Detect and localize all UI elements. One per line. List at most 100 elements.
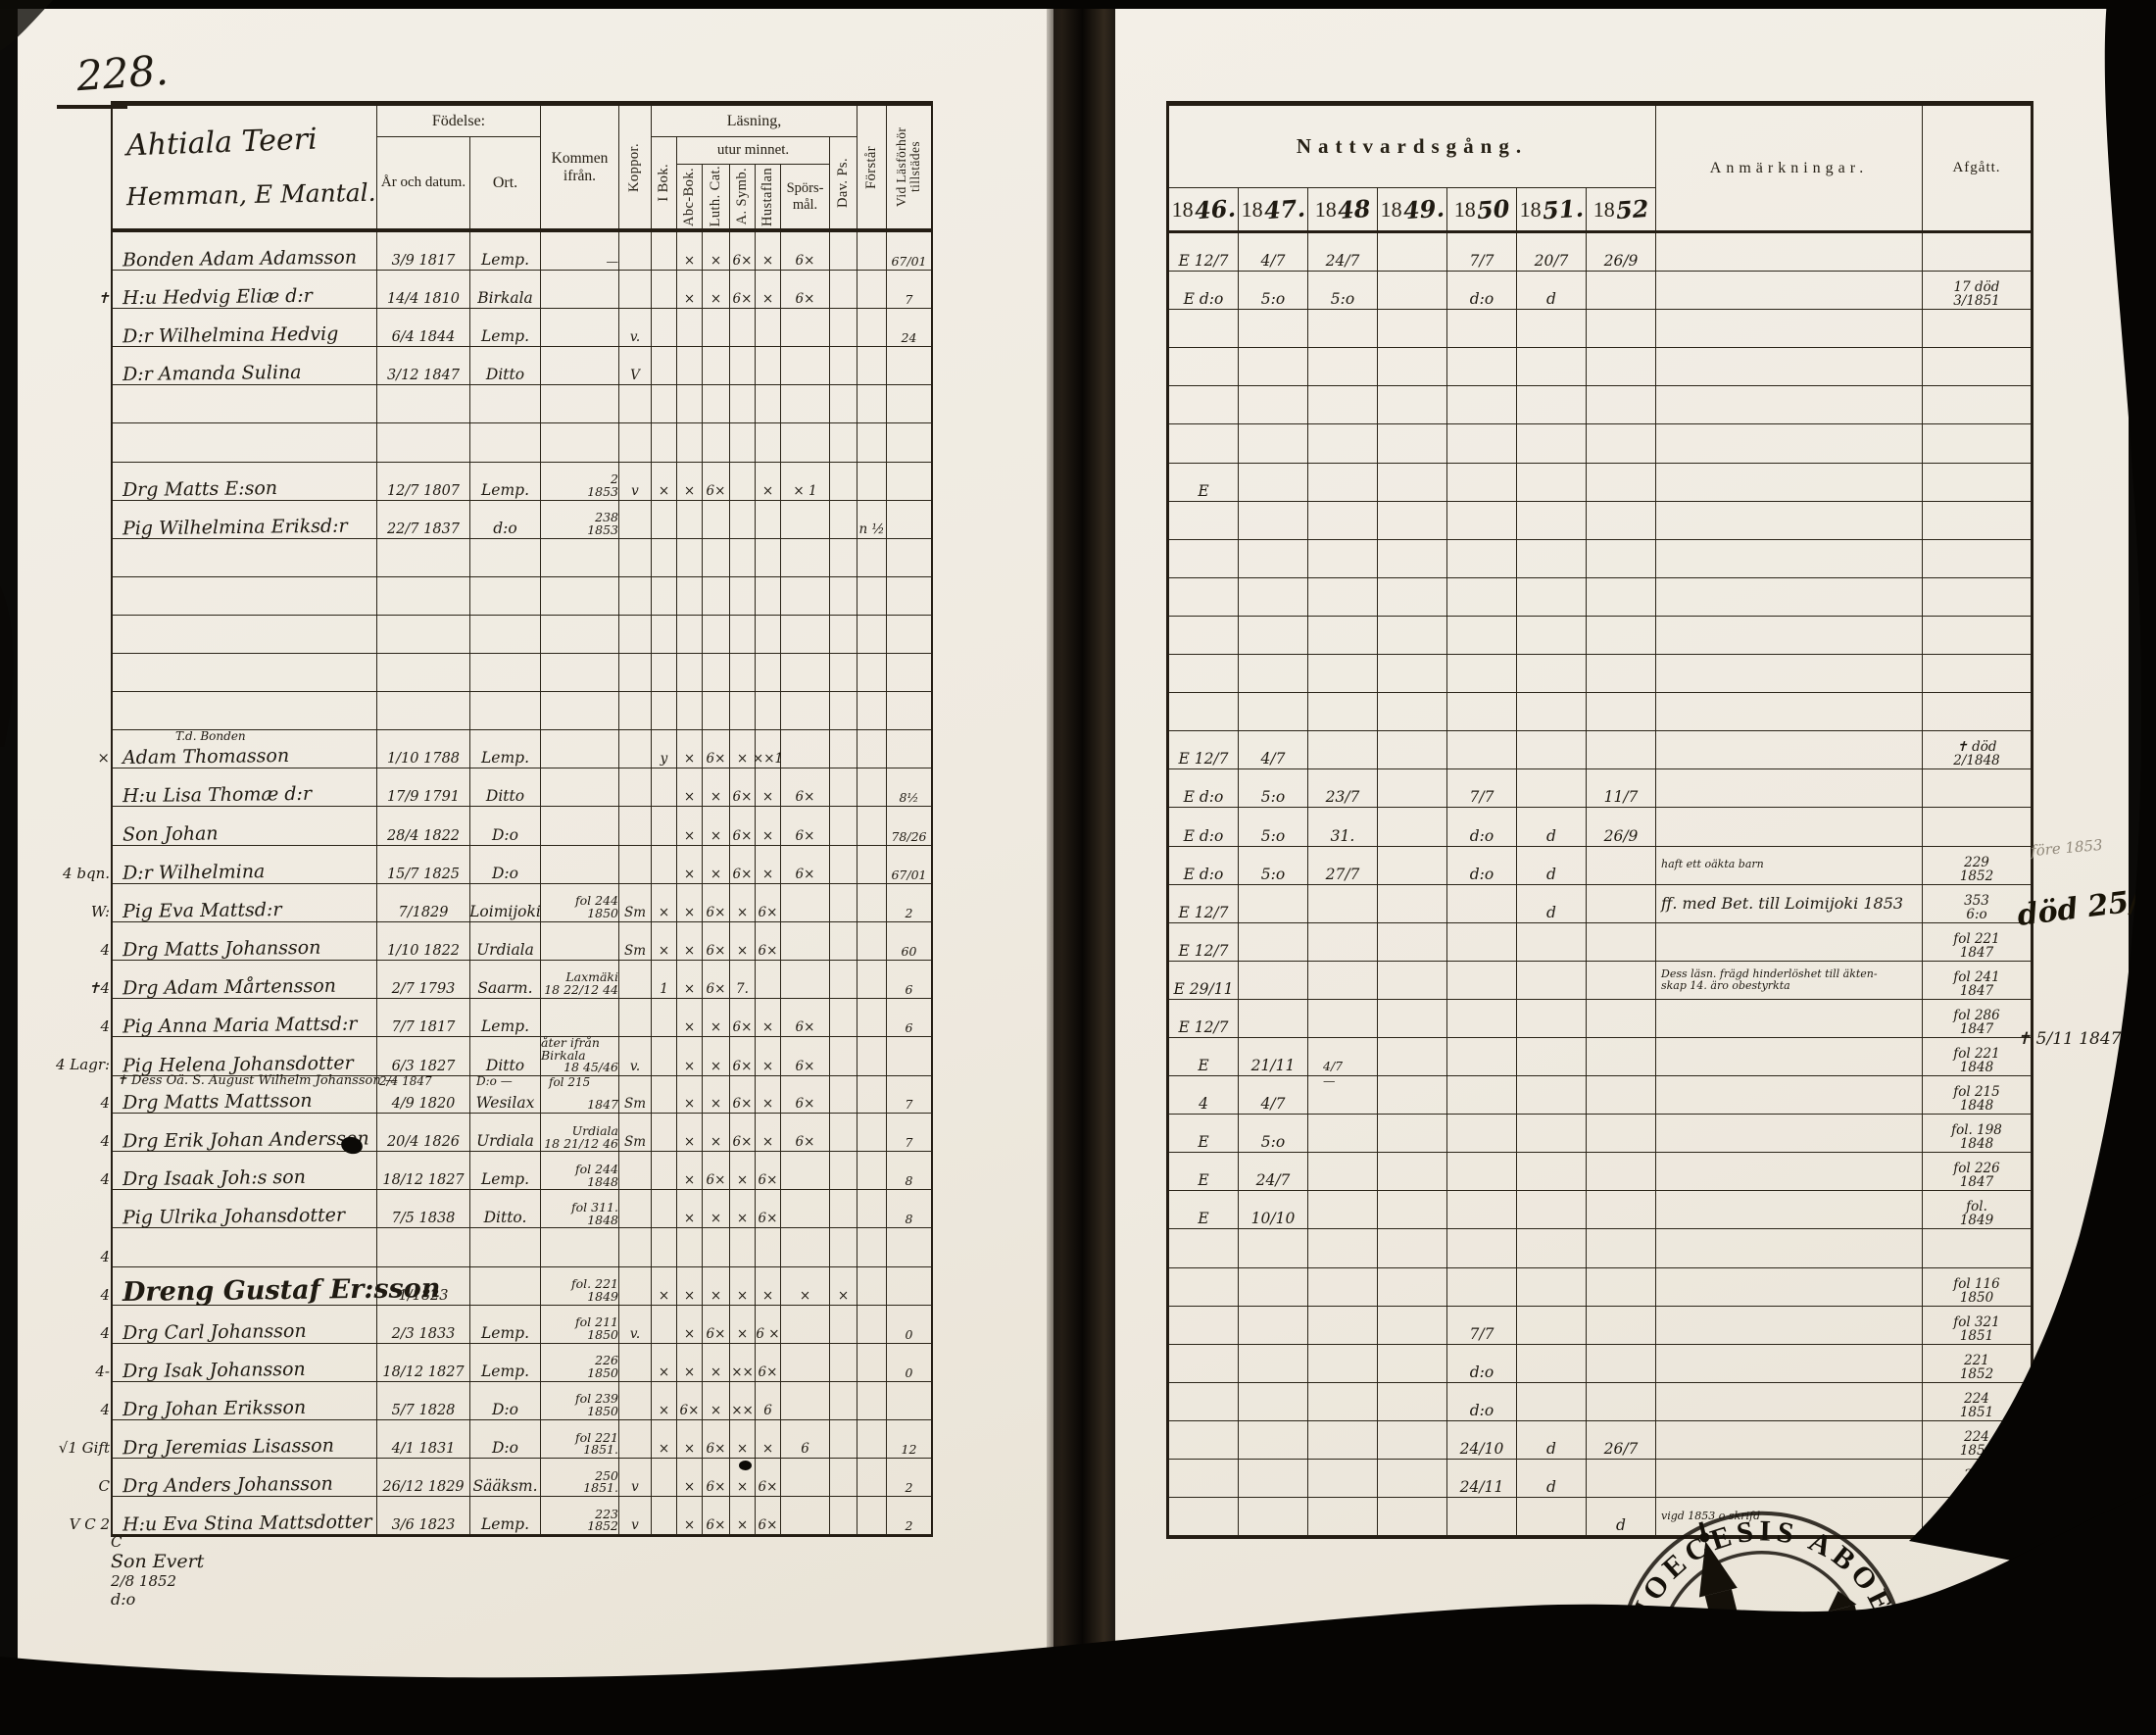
tillstades-cell: 7	[887, 1114, 931, 1153]
communion-row	[1169, 310, 2031, 349]
communion-cell	[1517, 616, 1587, 656]
communion-cell	[1308, 999, 1378, 1038]
communion-row: 24/11 d 283 1852	[1169, 1460, 2031, 1499]
communion-cell	[1169, 1420, 1239, 1460]
communion-cell	[1239, 1420, 1308, 1460]
communion-row	[1169, 655, 2031, 694]
communion-cell	[1378, 1420, 1447, 1460]
communion-row	[1169, 616, 2031, 656]
communion-cell	[1378, 386, 1447, 425]
tillstades-cell	[887, 423, 931, 463]
reading-mark	[781, 309, 830, 348]
reading-mark	[858, 883, 887, 922]
reading-mark: ×	[677, 807, 703, 846]
name-cell: Pig Wilhelmina Eriksd:r	[113, 500, 377, 540]
kommen-line2: 1850	[587, 1326, 618, 1342]
communion-cell	[1378, 884, 1447, 923]
year-header: 18 50	[1447, 188, 1517, 230]
ledger-row: H:u Lisa Thomæ d:r 17/9 1791 Ditto × × 6× × 6× 8…	[113, 768, 931, 808]
reading-mark	[652, 1228, 677, 1267]
ledger-row: 4 Drg Erik Johan Andersson 20/4 1826 Urdial…	[100, 1114, 931, 1153]
birthplace-cell: Saarm.	[470, 960, 541, 999]
koppor-cell	[619, 1343, 652, 1382]
communion-cell: E	[1169, 1037, 1239, 1077]
afgatt-line2: 1848	[1959, 1098, 1994, 1115]
kommen-cell	[541, 538, 619, 577]
born-cell: 1/10 1822	[377, 921, 470, 961]
koppor-cell: v.	[619, 309, 652, 348]
reading-mark	[830, 232, 858, 272]
born-cell: 4/1 1831	[377, 1419, 470, 1459]
communion-cell	[1378, 731, 1447, 770]
tillstades-cell	[887, 730, 931, 769]
communion-cell	[1239, 922, 1308, 962]
koppor-cell	[619, 271, 652, 310]
reading-mark	[730, 385, 756, 424]
reading-mark: ×	[756, 1419, 781, 1459]
reading-mark	[756, 423, 781, 463]
kommen-cell: fol 311. 1848	[541, 1190, 619, 1229]
kommen-line1: 238	[595, 510, 618, 525]
birthplace-cell: Lemp.	[470, 309, 541, 348]
afgatt-line1: fol 221	[1953, 930, 2000, 947]
birthplace-cell: Lemp.	[470, 1305, 541, 1344]
koppor-cell	[619, 845, 652, 884]
name-cell: Pig Eva Mattsd:r	[113, 883, 377, 922]
remark-cell	[1656, 463, 1923, 502]
reading-mark: ×	[677, 271, 703, 310]
header-koppor: Koppor.	[619, 106, 652, 228]
reading-mark	[830, 1459, 858, 1498]
reading-mark	[830, 500, 858, 539]
book-fold	[1047, 0, 1115, 1735]
communion-cell	[1587, 1191, 1656, 1230]
kommen-cell: fol 244 1850	[541, 883, 619, 922]
below-margin: C	[111, 1533, 122, 1551]
reading-mark	[830, 1381, 858, 1420]
birthplace-cell: Birkala	[470, 271, 541, 310]
afgatt-cell: 353 6:o	[1923, 885, 2031, 923]
right-page: Nattvardsgång. Anmärkningar. Afgått. 18 4…	[1115, 8, 2129, 1735]
communion-cell	[1447, 310, 1517, 349]
communion-rows: E 12/7 4/7 24/7 7/7 20/7 26/9 E d:o 5:o 5:o d:o d 1…	[1169, 233, 2031, 1537]
reading-mark	[781, 730, 830, 769]
person-name: Pig Wilhelmina Eriksd:r	[122, 515, 348, 540]
reading-mark	[858, 1343, 887, 1382]
margin-mark: 4	[100, 1132, 110, 1151]
header-i-bok: I Bok.	[652, 137, 677, 228]
name-cell: Drg Isaak Joh:s son	[113, 1152, 377, 1190]
person-name: Drg Isaak Joh:s son	[122, 1166, 307, 1191]
communion-cell: 24/10	[1447, 1420, 1517, 1460]
kommen-cell: Urdiala 18 21/12 46	[541, 1114, 619, 1153]
year-prefix: 18	[1519, 196, 1542, 222]
communion-cell	[1239, 616, 1308, 656]
communion-cell	[1378, 272, 1447, 311]
margin-mark: V C 2	[69, 1515, 110, 1534]
communion-cell	[1239, 884, 1308, 923]
communion-cell	[1587, 693, 1656, 732]
communion-cell	[1239, 655, 1308, 694]
communion-cell	[1308, 693, 1378, 732]
reading-mark: ×	[703, 845, 730, 884]
reading-mark: n ½	[858, 500, 887, 539]
kommen-line1: fol 244	[575, 893, 618, 909]
year-header: 18 51.	[1517, 188, 1587, 230]
name-cell: Drg Adam Mårtensson	[113, 960, 377, 999]
remark-cell	[1656, 577, 1923, 617]
reading-mark: ×	[730, 1152, 756, 1191]
margin-mark: 4 bqn.	[63, 864, 110, 882]
afgatt-cell: fol. 198 1848	[1923, 1115, 2031, 1154]
koppor-cell	[619, 423, 652, 463]
reading-mark	[730, 309, 756, 348]
reading-mark	[858, 1419, 887, 1459]
reading-mark	[677, 538, 703, 577]
person-name: Bonden Adam Adamsson	[122, 246, 358, 272]
communion-cell	[1239, 1344, 1308, 1383]
reading-mark	[858, 232, 887, 272]
reading-mark	[703, 500, 730, 539]
afgatt-line1: 224	[1964, 1428, 1989, 1445]
header-forstar: Förstår	[858, 106, 887, 228]
header-dav-ps: Dav. Ps.	[830, 137, 858, 228]
communion-cell	[1239, 577, 1308, 617]
kommen-cell	[541, 921, 619, 961]
